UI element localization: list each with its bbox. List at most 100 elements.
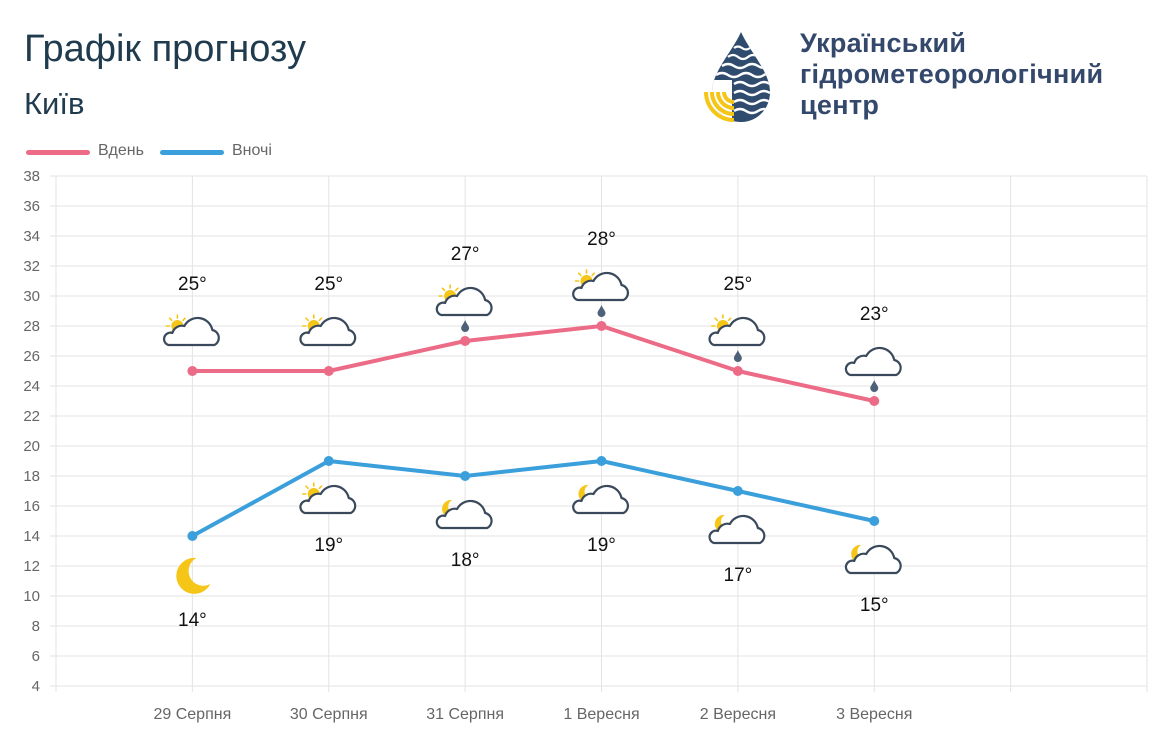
x-tick-label: 30 Серпня (290, 706, 368, 723)
day-point (596, 321, 607, 331)
day-point (869, 396, 880, 406)
cloud-shape (435, 499, 493, 530)
night-temp-label: 19° (587, 535, 616, 556)
legend-swatch-night (160, 150, 224, 155)
x-tick-label: 3 Вересня (836, 706, 912, 723)
cloud-shape (572, 271, 630, 302)
x-tick-label: 2 Вересня (700, 706, 776, 723)
cloud-shape (435, 286, 493, 317)
sun-cloud-icon (162, 314, 220, 347)
night-point (869, 516, 880, 526)
y-tick-label: 24 (23, 378, 40, 395)
y-tick-label: 14 (23, 528, 40, 545)
y-tick-label: 20 (23, 438, 40, 455)
legend-swatch-day (26, 150, 90, 155)
x-tick-label: 1 Вересня (563, 706, 639, 723)
night-point (460, 471, 471, 481)
sun-ray (441, 287, 446, 292)
sun-ray (714, 317, 719, 322)
organization-block: Український гідрометеорологічний центр (700, 28, 1160, 128)
day-temp-label: 28° (587, 229, 616, 250)
day-point (460, 336, 471, 346)
y-tick-label: 26 (23, 348, 40, 365)
y-tick-label: 12 (23, 558, 40, 575)
y-tick-label: 4 (32, 678, 40, 695)
moon-cloud-icon (708, 514, 766, 545)
page-title: Графік прогнозу (24, 28, 306, 70)
x-tick-label: 31 Серпня (426, 706, 504, 723)
y-tick-label: 36 (23, 198, 40, 215)
day-temp-label: 23° (860, 304, 889, 325)
sun-cloud-rain-icon (435, 284, 493, 332)
y-tick-label: 22 (23, 408, 40, 425)
y-tick-label: 30 (23, 288, 40, 305)
moon-shape (176, 557, 211, 594)
day-point (187, 366, 198, 376)
rain-drop (870, 380, 879, 392)
y-tick-label: 38 (23, 168, 40, 185)
cloud-shape (162, 316, 220, 347)
cloud-shape (844, 346, 902, 377)
sun-ray (305, 485, 309, 490)
y-tick-label: 32 (23, 258, 40, 275)
sun-cloud-icon (299, 314, 357, 347)
night-temp-label: 15° (860, 595, 889, 616)
organization-name-line1: Український (800, 28, 967, 58)
cloud-shape (299, 316, 357, 347)
sun-cloud-rain-icon (572, 269, 630, 317)
night-point (187, 531, 198, 541)
sun-ray (591, 272, 596, 277)
moon-cloud-icon (844, 544, 902, 575)
cloud-shape (299, 484, 357, 515)
y-tick-label: 6 (32, 648, 40, 665)
moon-cloud-icon (572, 484, 630, 515)
rain-drop (733, 350, 742, 362)
x-tick-label: 29 Серпня (153, 706, 231, 723)
legend-label-day: Вдень (98, 142, 144, 159)
legend-label-night: Вночі (232, 142, 272, 159)
day-temp-label: 25° (724, 274, 753, 295)
day-series-line (192, 324, 875, 403)
organization-name-line3: центр (800, 90, 880, 120)
night-point (732, 486, 743, 496)
night-point (596, 456, 607, 466)
sun-ray (318, 317, 323, 322)
sun-ray (454, 287, 459, 292)
day-temp-label: 25° (178, 274, 207, 295)
day-point (732, 366, 743, 376)
sun-ray (727, 317, 732, 322)
night-temp-label: 14° (178, 610, 207, 631)
night-temp-label: 17° (724, 565, 753, 586)
sun-ray (305, 317, 309, 322)
y-tick-label: 34 (23, 228, 40, 245)
sun-ray (318, 485, 323, 490)
moon-cloud-icon (435, 499, 493, 530)
day-temp-label: 25° (314, 274, 343, 295)
cloud-shape (572, 484, 630, 515)
cloud-shape (708, 316, 766, 347)
drop-logo-icon (704, 32, 770, 122)
cloud-shape (844, 544, 902, 575)
sun-ray (182, 317, 186, 322)
organization-name-line2: гідрометеорологічний (800, 59, 1104, 89)
y-tick-label: 10 (23, 588, 40, 605)
sun-ray (168, 317, 173, 322)
night-temp-label: 18° (451, 550, 480, 571)
cloud-rain-icon (844, 346, 902, 392)
cloud-shape (708, 514, 766, 545)
sun-cloud-icon (299, 482, 357, 515)
organization-name: Український гідрометеорологічний центр (800, 28, 1103, 121)
night-series-line (191, 459, 875, 538)
sun-ray (577, 272, 582, 277)
y-tick-label: 18 (23, 468, 40, 485)
y-tick-label: 28 (23, 318, 40, 335)
y-tick-label: 16 (23, 498, 40, 515)
y-tick-label: 8 (32, 618, 40, 635)
day-point (323, 366, 334, 376)
night-temp-label: 19° (314, 535, 343, 556)
sun-cloud-rain-icon (708, 314, 766, 362)
rain-drop (461, 320, 470, 332)
city-name: Київ (24, 86, 85, 121)
day-temp-label: 27° (451, 244, 480, 265)
